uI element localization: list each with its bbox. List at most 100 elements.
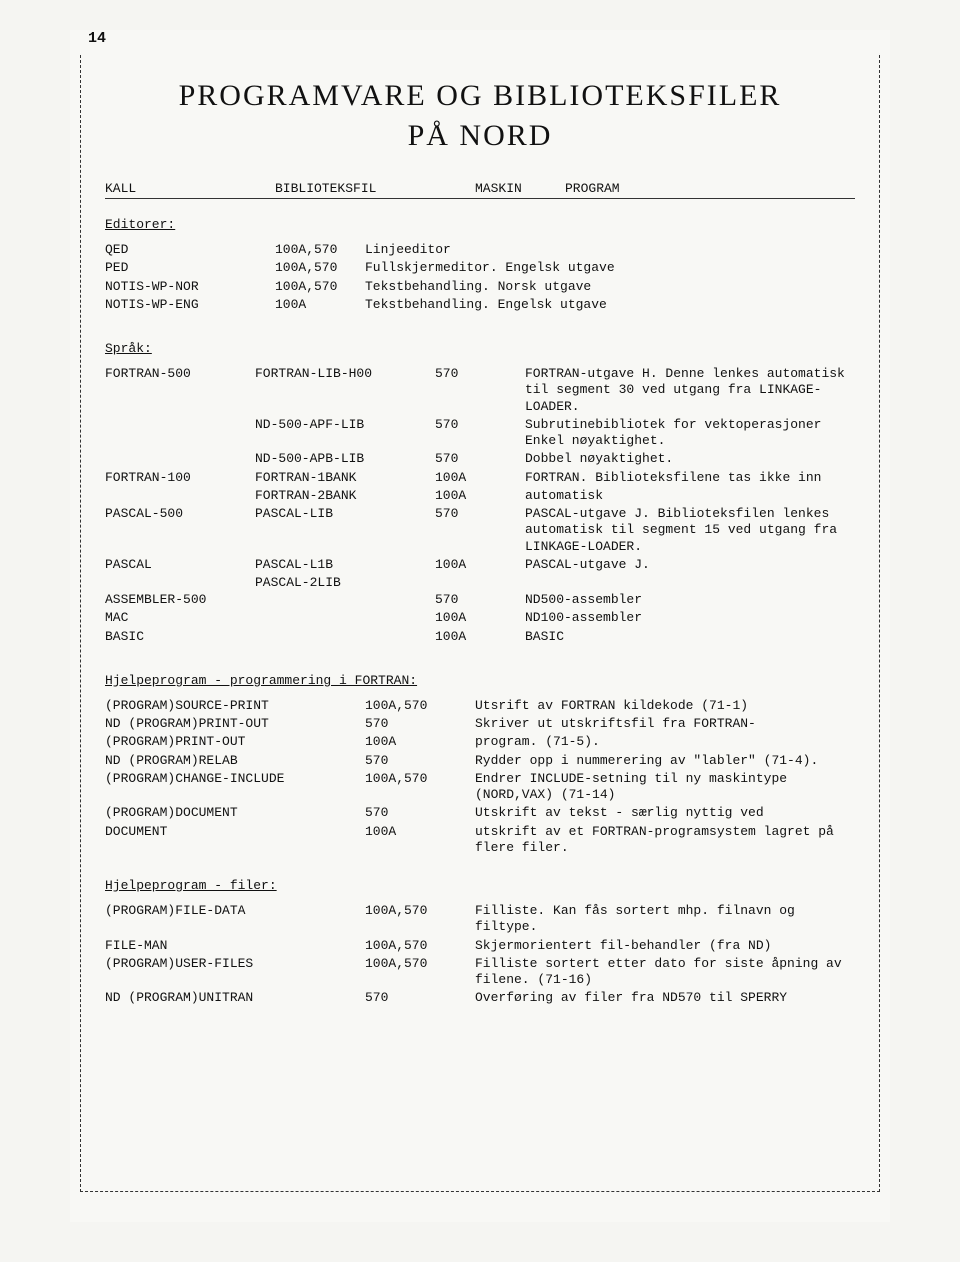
table-cell-kall: FORTRAN-100 [105, 470, 255, 486]
table-cell-kall: ASSEMBLER-500 [105, 592, 255, 608]
table-cell-program: PASCAL-utgave J. Biblioteksfilen lenkes … [525, 506, 855, 555]
table-cell-program [525, 575, 855, 590]
table-cell-lib: ND-500-APF-LIB [255, 417, 435, 450]
table-cell-kall [105, 451, 255, 467]
table-cell-maskin [435, 575, 525, 590]
title-line-1: PROGRAMVARE OG BIBLIOTEKSFILER [105, 79, 855, 113]
column-headers: KALL BIBLIOTEKSFIL MASKIN PROGRAM [105, 181, 855, 199]
table-cell-program: utskrift av et FORTRAN-programsystem lag… [475, 824, 855, 857]
table-cell-program: Tekstbehandling. Norsk utgave [365, 279, 855, 295]
table-cell-program: ND100-assembler [525, 610, 855, 626]
table-cell-program: Skjermorientert fil-behandler (fra ND) [475, 938, 855, 954]
table-cell-maskin: 570 [435, 451, 525, 467]
table-cell-maskin: 100A,570 [275, 242, 365, 258]
table-cell-maskin: 100A [275, 297, 365, 313]
table-cell-program: Endrer INCLUDE-setning til ny maskintype… [475, 771, 855, 804]
table-cell-kall: (PROGRAM)USER-FILES [105, 956, 365, 989]
table-cell-maskin: 570 [365, 990, 475, 1006]
table-cell-kall: (PROGRAM)PRINT-OUT [105, 734, 365, 750]
section-heading-editorer: Editorer: [105, 217, 855, 232]
table-cell-program: ND500-assembler [525, 592, 855, 608]
table-cell-program: FORTRAN-utgave H. Denne lenkes automatis… [525, 366, 855, 415]
table-cell-program: Subrutinebibliotek for vektoperasjoner E… [525, 417, 855, 450]
table-cell-program: Tekstbehandling. Engelsk utgave [365, 297, 855, 313]
header-biblioteksfil: BIBLIOTEKSFIL [275, 181, 475, 196]
table-cell-program: PASCAL-utgave J. [525, 557, 855, 573]
page-number: 14 [88, 30, 890, 47]
table-cell-lib [255, 629, 435, 645]
table-cell-kall: ND (PROGRAM)PRINT-OUT [105, 716, 365, 732]
table-cell-kall: MAC [105, 610, 255, 626]
table-cell-kall: ND (PROGRAM)RELAB [105, 753, 365, 769]
table-cell-lib [255, 592, 435, 608]
table-cell-kall: NOTIS-WP-ENG [105, 297, 275, 313]
table-cell-kall: NOTIS-WP-NOR [105, 279, 275, 295]
header-program: PROGRAM [565, 181, 855, 196]
table-cell-lib: FORTRAN-2BANK [255, 488, 435, 504]
table-cell-kall [105, 575, 255, 590]
section-heading-hjelp-fortran: Hjelpeprogram - programmering i FORTRAN: [105, 673, 855, 688]
table-cell-maskin: 570 [435, 366, 525, 415]
table-cell-maskin: 100A [435, 629, 525, 645]
table-cell-program: Utsrift av FORTRAN kildekode (71-1) [475, 698, 855, 714]
table-cell-maskin: 100A [435, 610, 525, 626]
table-cell-maskin: 100A,570 [275, 279, 365, 295]
table-cell-program: Overføring av filer fra ND570 til SPERRY [475, 990, 855, 1006]
table-cell-lib: ND-500-APB-LIB [255, 451, 435, 467]
table-cell-kall: (PROGRAM)CHANGE-INCLUDE [105, 771, 365, 804]
table-cell-maskin: 570 [435, 506, 525, 555]
table-cell-program: Dobbel nøyaktighet. [525, 451, 855, 467]
table-cell-kall: BASIC [105, 629, 255, 645]
table-cell-program: Rydder opp i nummerering av "labler" (71… [475, 753, 855, 769]
table-cell-program: Skriver ut utskriftsfil fra FORTRAN- [475, 716, 855, 732]
table-cell-program: Filliste sortert etter dato for siste åp… [475, 956, 855, 989]
table-cell-maskin: 100A,570 [365, 938, 475, 954]
sprak-rows: FORTRAN-500FORTRAN-LIB-H00570FORTRAN-utg… [105, 366, 855, 645]
table-cell-program: Utskrift av tekst - særlig nyttig ved [475, 805, 855, 821]
table-cell-maskin: 100A [435, 470, 525, 486]
table-cell-maskin: 100A,570 [365, 903, 475, 936]
editorer-rows: QED100A,570LinjeeditorPED100A,570Fullskj… [105, 242, 855, 313]
table-cell-program: Linjeeditor [365, 242, 855, 258]
table-cell-program: Filliste. Kan fås sortert mhp. filnavn o… [475, 903, 855, 936]
table-cell-lib: FORTRAN-LIB-H00 [255, 366, 435, 415]
table-cell-maskin: 100A,570 [365, 698, 475, 714]
section-heading-hjelp-filer: Hjelpeprogram - filer: [105, 878, 855, 893]
table-cell-maskin: 570 [435, 417, 525, 450]
table-cell-maskin: 100A [365, 734, 475, 750]
table-cell-maskin: 100A,570 [275, 260, 365, 276]
table-cell-lib: PASCAL-2LIB [255, 575, 435, 590]
table-cell-program: BASIC [525, 629, 855, 645]
title-line-2: PÅ NORD [105, 119, 855, 153]
table-cell-maskin: 100A [365, 824, 475, 857]
table-cell-kall: QED [105, 242, 275, 258]
table-cell-kall: ND (PROGRAM)UNITRAN [105, 990, 365, 1006]
table-cell-program: FORTRAN. Biblioteksfilene tas ikke inn [525, 470, 855, 486]
table-cell-maskin: 100A [435, 488, 525, 504]
content-frame: PROGRAMVARE OG BIBLIOTEKSFILER PÅ NORD K… [80, 55, 880, 1192]
table-cell-lib: FORTRAN-1BANK [255, 470, 435, 486]
table-cell-program: Fullskjermeditor. Engelsk utgave [365, 260, 855, 276]
table-cell-lib: PASCAL-L1B [255, 557, 435, 573]
table-cell-lib [255, 610, 435, 626]
table-cell-kall: PASCAL [105, 557, 255, 573]
section-heading-sprak: Språk: [105, 341, 855, 356]
table-cell-program: program. (71-5). [475, 734, 855, 750]
header-maskin: MASKIN [475, 181, 565, 196]
table-cell-maskin: 570 [365, 716, 475, 732]
table-cell-maskin: 100A,570 [365, 771, 475, 804]
table-cell-maskin: 100A [435, 557, 525, 573]
table-cell-maskin: 570 [365, 753, 475, 769]
table-cell-kall: FORTRAN-500 [105, 366, 255, 415]
table-cell-kall: (PROGRAM)FILE-DATA [105, 903, 365, 936]
table-cell-lib: PASCAL-LIB [255, 506, 435, 555]
table-cell-program: automatisk [525, 488, 855, 504]
hjelp-filer-rows: (PROGRAM)FILE-DATA100A,570Filliste. Kan … [105, 903, 855, 1007]
header-kall: KALL [105, 181, 275, 196]
table-cell-kall: PASCAL-500 [105, 506, 255, 555]
table-cell-maskin: 570 [365, 805, 475, 821]
hjelp-fortran-rows: (PROGRAM)SOURCE-PRINT100A,570Utsrift av … [105, 698, 855, 856]
table-cell-maskin: 100A,570 [365, 956, 475, 989]
document-page: 14 PROGRAMVARE OG BIBLIOTEKSFILER PÅ NOR… [70, 30, 890, 1222]
table-cell-maskin: 570 [435, 592, 525, 608]
